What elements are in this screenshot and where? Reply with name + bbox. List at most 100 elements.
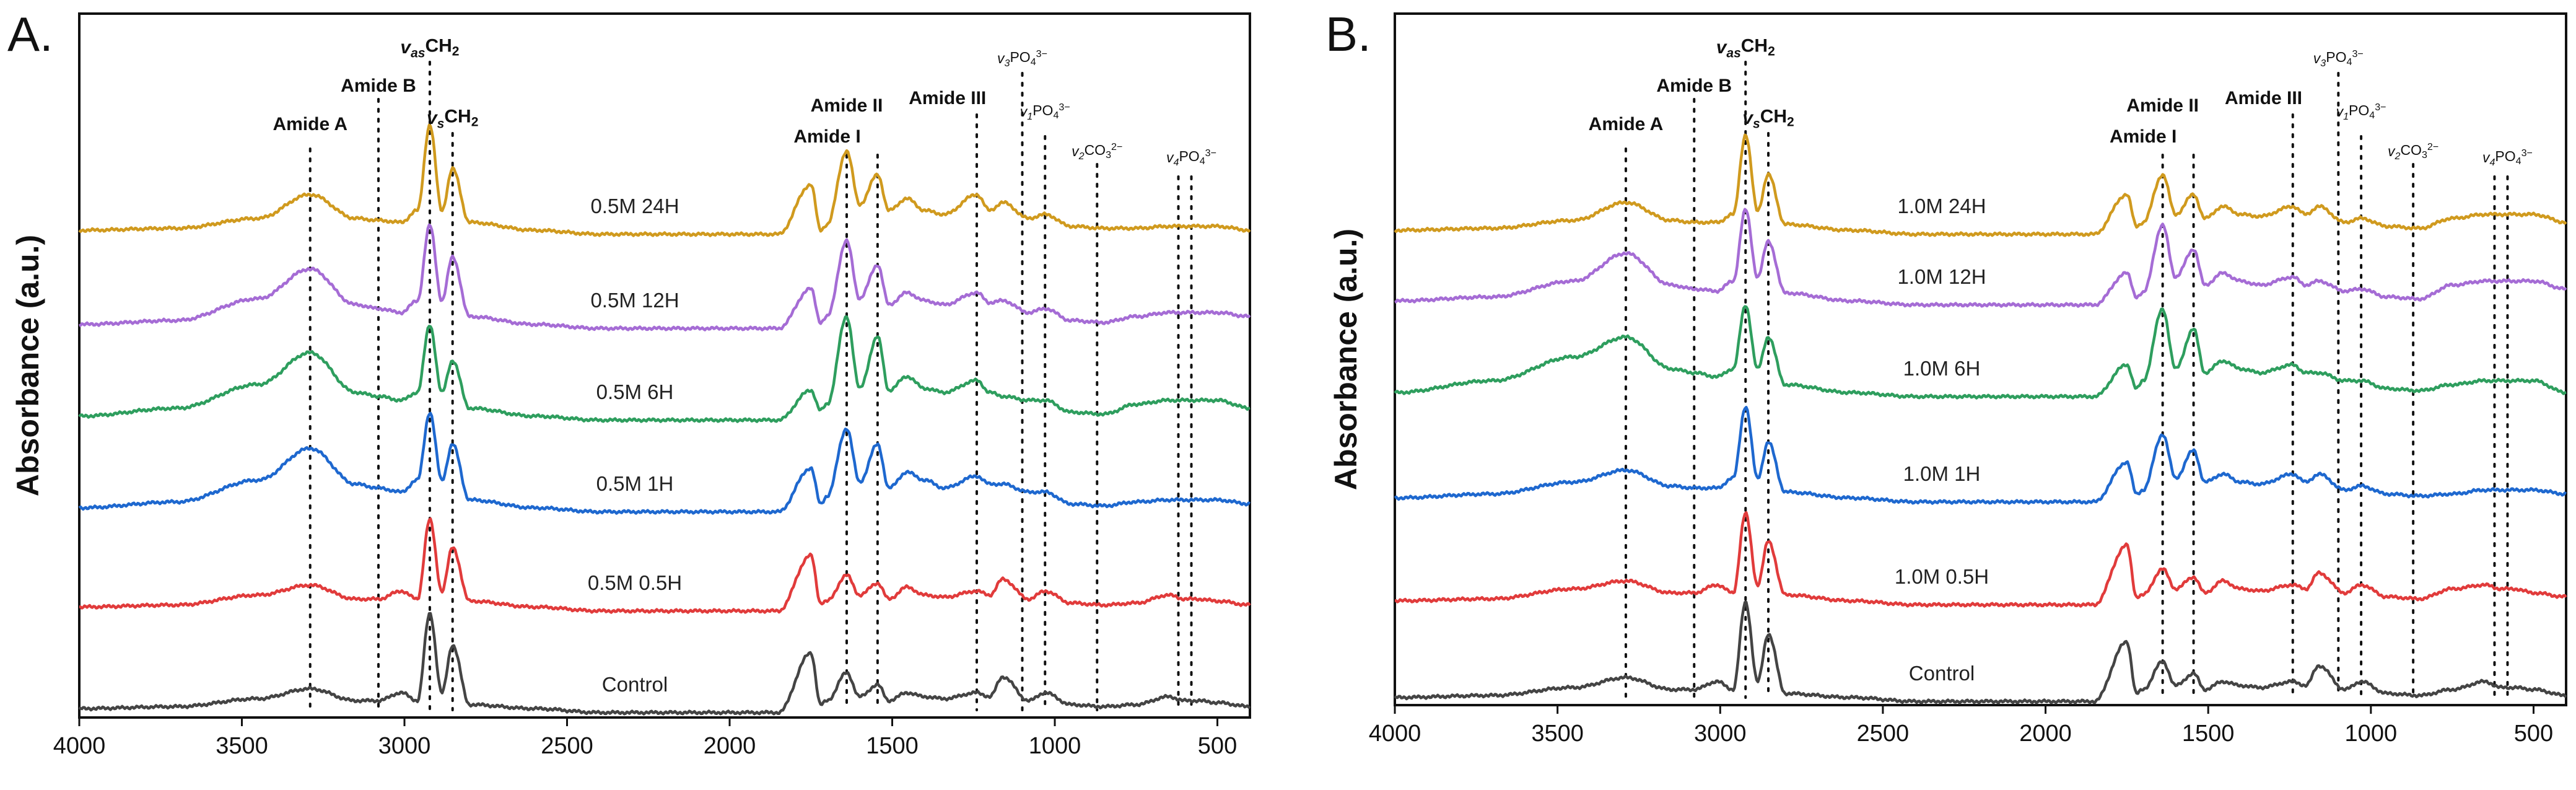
peak-label-subscript: 4 — [2489, 157, 2495, 168]
x-tick-label-500: 500 — [2514, 721, 2553, 747]
series-label-control: Control — [1909, 662, 1975, 685]
x-tick-label-500: 500 — [1198, 733, 1237, 759]
x-tick-label-3000: 3000 — [1694, 721, 1747, 747]
series-line-1-0m-24h — [1394, 133, 2567, 237]
panel-b: B.Absorbance (a.u.)4000 3500 3000 2500 2000 1… — [1325, 7, 2567, 747]
peak-label-main: CO — [2400, 142, 2422, 158]
peak-label-subscript-2: 4 — [1200, 156, 1205, 167]
x-tick-label-2000: 2000 — [2019, 721, 2072, 747]
peak-label-subscript-2: 4 — [1031, 56, 1036, 68]
peak-label-po-3: v3PO43− — [2313, 48, 2364, 69]
x-tick-label-3000: 3000 — [378, 733, 431, 759]
peak-label-superscript: 3− — [2375, 102, 2386, 113]
panel-label: A. — [7, 7, 53, 61]
peak-label-subscript-2: 2 — [1787, 115, 1794, 129]
peak-label-subscript: 4 — [1174, 157, 1179, 168]
series-label-0-5m-0-5h: 0.5M 0.5H — [588, 571, 682, 594]
peak-label-superscript: 3− — [2521, 147, 2533, 159]
x-tick-label-3500: 3500 — [216, 733, 268, 759]
peak-label-ch-as: vasCH2 — [1716, 35, 1775, 60]
peak-label-prefix: v — [2336, 103, 2344, 120]
peak-label-prefix: v — [2313, 50, 2321, 66]
peak-label-prefix: v — [1020, 103, 1028, 120]
series-line-1-0m-0-5h — [1394, 511, 2567, 608]
peak-label-main: CH — [444, 106, 471, 126]
peak-label-subscript-2: 4 — [2516, 156, 2521, 167]
peak-label-superscript: 3− — [1036, 48, 1047, 59]
peak-label-subscript-2: 4 — [2369, 110, 2375, 121]
series-label-0-5m-6h: 0.5M 6H — [596, 380, 674, 403]
peak-label-superscript: 3− — [2352, 48, 2363, 59]
peak-label-subscript: s — [437, 116, 445, 131]
series-line-0-5m-24h — [78, 123, 1251, 237]
series-line-0-5m-1h — [78, 411, 1251, 515]
peak-label-subscript: as — [1726, 46, 1740, 60]
y-axis-label: Absorbance (a.u.) — [11, 235, 45, 496]
series-line-control — [78, 612, 1251, 716]
peak-label-ch-s: vsCH2 — [1742, 106, 1794, 131]
peak-label-subscript-2: 2 — [452, 45, 460, 59]
series-label-1-0m-24h: 1.0M 24H — [1897, 195, 1986, 217]
peak-label-amide-iii: Amide III — [909, 88, 986, 108]
peak-label-ch-as: vasCH2 — [400, 35, 459, 60]
peak-label-amide-iii: Amide III — [2225, 88, 2302, 108]
peak-label-po-4: v4PO43− — [2482, 147, 2533, 168]
series-line-0-5m-0-5h — [79, 517, 1251, 614]
peak-label-amide-i: Amide I — [2110, 126, 2177, 147]
peak-label-po-3: v3PO43− — [997, 48, 1047, 69]
peak-label-amide-a: Amide A — [273, 114, 347, 134]
peak-label-main: PO — [2349, 102, 2369, 118]
peak-label-subscript: 1 — [2343, 111, 2349, 122]
peak-label-subscript-2: 4 — [2346, 56, 2352, 68]
peak-label-prefix: v — [1166, 149, 1174, 165]
plot-frame — [1394, 12, 2567, 706]
plot-frame — [78, 12, 1251, 719]
x-tick-label-2000: 2000 — [704, 733, 756, 759]
peak-label-amide-ii: Amide II — [2126, 95, 2199, 116]
peak-label-subscript-2: 3 — [1106, 149, 1111, 160]
peak-label-main: CH — [1760, 106, 1787, 126]
peak-label-po-1: v1PO43− — [1020, 102, 1070, 122]
panel-a: A.Absorbance (a.u.)4000 3500 3000 2500 2000 1… — [7, 7, 1251, 759]
x-tick-label-1000: 1000 — [1029, 733, 1081, 759]
series-line-1-0m-6h — [1394, 305, 2567, 400]
series-line-0-5m-12h — [79, 223, 1251, 331]
peak-label-co-2: v2CO32− — [1072, 141, 1122, 162]
peak-label-subscript-2: 3 — [2422, 149, 2427, 160]
peak-label-subscript: 2 — [2394, 151, 2400, 162]
peak-label-prefix: v — [997, 50, 1005, 66]
peak-label-amide-ii: Amide II — [811, 95, 883, 116]
peak-label-prefix: v — [1072, 143, 1080, 159]
series-line-1-0m-1h — [1394, 406, 2567, 505]
peak-label-amide-a: Amide A — [1589, 114, 1664, 134]
series-label-1-0m-6h: 1.0M 6H — [1903, 357, 1981, 380]
peak-label-co-2: v2CO32− — [2388, 141, 2438, 162]
peak-label-subscript: 3 — [2320, 58, 2326, 69]
series-label-0-5m-24h: 0.5M 24H — [590, 195, 679, 217]
peak-label-main: PO — [2495, 148, 2515, 164]
peak-label-superscript: 2− — [2427, 141, 2438, 152]
peak-label-subscript-2: 2 — [1768, 45, 1775, 59]
peak-label-main: PO — [1033, 102, 1053, 118]
series-label-1-0m-12h: 1.0M 12H — [1897, 265, 1986, 288]
panel-label: B. — [1325, 7, 1371, 61]
peak-label-amide-b: Amide B — [341, 76, 416, 96]
peak-label-prefix: v — [2388, 143, 2396, 159]
series-label-control: Control — [602, 673, 668, 696]
peak-label-po-1: v1PO43− — [2336, 102, 2386, 122]
peak-label-main: PO — [2326, 49, 2346, 65]
x-tick-label-4000: 4000 — [53, 733, 106, 759]
peak-label-prefix: v — [400, 37, 412, 58]
peak-label-subscript: 3 — [1005, 58, 1010, 69]
peak-label-prefix: v — [427, 108, 439, 128]
peak-label-main: CH — [1741, 35, 1768, 56]
peak-label-subscript: s — [1753, 116, 1760, 131]
peak-label-main: CH — [425, 35, 452, 56]
series-line-control — [1394, 600, 2567, 704]
y-axis-label: Absorbance (a.u.) — [1329, 229, 1363, 490]
x-tick-label-2500: 2500 — [541, 733, 593, 759]
peak-label-superscript: 2− — [1111, 141, 1122, 152]
peak-label-prefix: v — [2482, 149, 2491, 165]
peak-label-subscript-2: 4 — [1053, 110, 1059, 121]
